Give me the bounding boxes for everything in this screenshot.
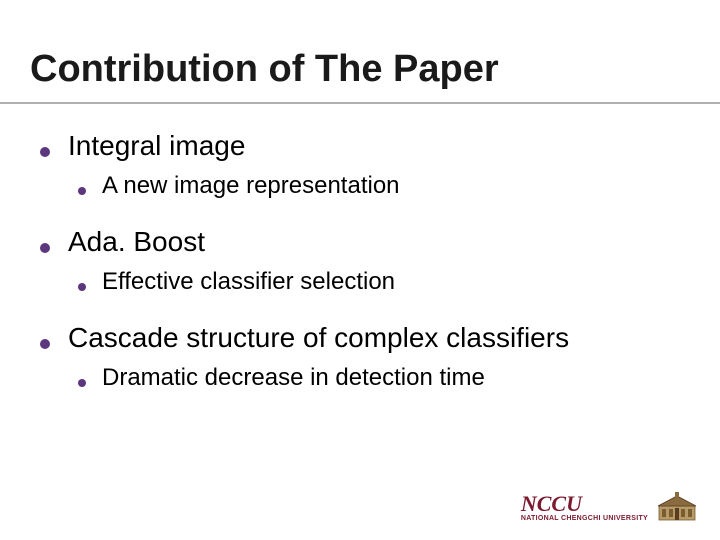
slide-title: Contribution of The Paper	[30, 48, 499, 91]
list-item-label: A new image representation	[102, 172, 400, 200]
list-item: Ada. Boost	[40, 226, 680, 258]
bullet-icon	[40, 147, 50, 157]
bullet-icon	[78, 379, 86, 387]
slide: Contribution of The Paper Integral image…	[0, 0, 720, 540]
list-item-label: Cascade structure of complex classifiers	[68, 322, 569, 354]
title-underline	[0, 102, 720, 104]
slide-body: Integral image A new image representatio…	[40, 130, 680, 418]
university-emblem-icon	[658, 492, 696, 522]
list-item: Dramatic decrease in detection time	[78, 364, 680, 392]
list-item: Effective classifier selection	[78, 268, 680, 296]
list-item-label: Dramatic decrease in detection time	[102, 364, 485, 392]
logo-acronym: NCCU	[521, 493, 648, 515]
logo-text-block: NCCU NATIONAL CHENGCHI UNIVERSITY	[521, 493, 648, 522]
list-item: A new image representation	[78, 172, 680, 200]
list-item-label: Effective classifier selection	[102, 268, 395, 296]
bullet-icon	[40, 243, 50, 253]
footer-logo: NCCU NATIONAL CHENGCHI UNIVERSITY	[521, 492, 696, 522]
list-item-label: Ada. Boost	[68, 226, 205, 258]
bullet-icon	[78, 283, 86, 291]
list-item: Integral image	[40, 130, 680, 162]
list-item: Cascade structure of complex classifiers	[40, 322, 680, 354]
logo-subtitle: NATIONAL CHENGCHI UNIVERSITY	[521, 515, 648, 522]
bullet-icon	[78, 187, 86, 195]
bullet-icon	[40, 339, 50, 349]
list-item-label: Integral image	[68, 130, 245, 162]
